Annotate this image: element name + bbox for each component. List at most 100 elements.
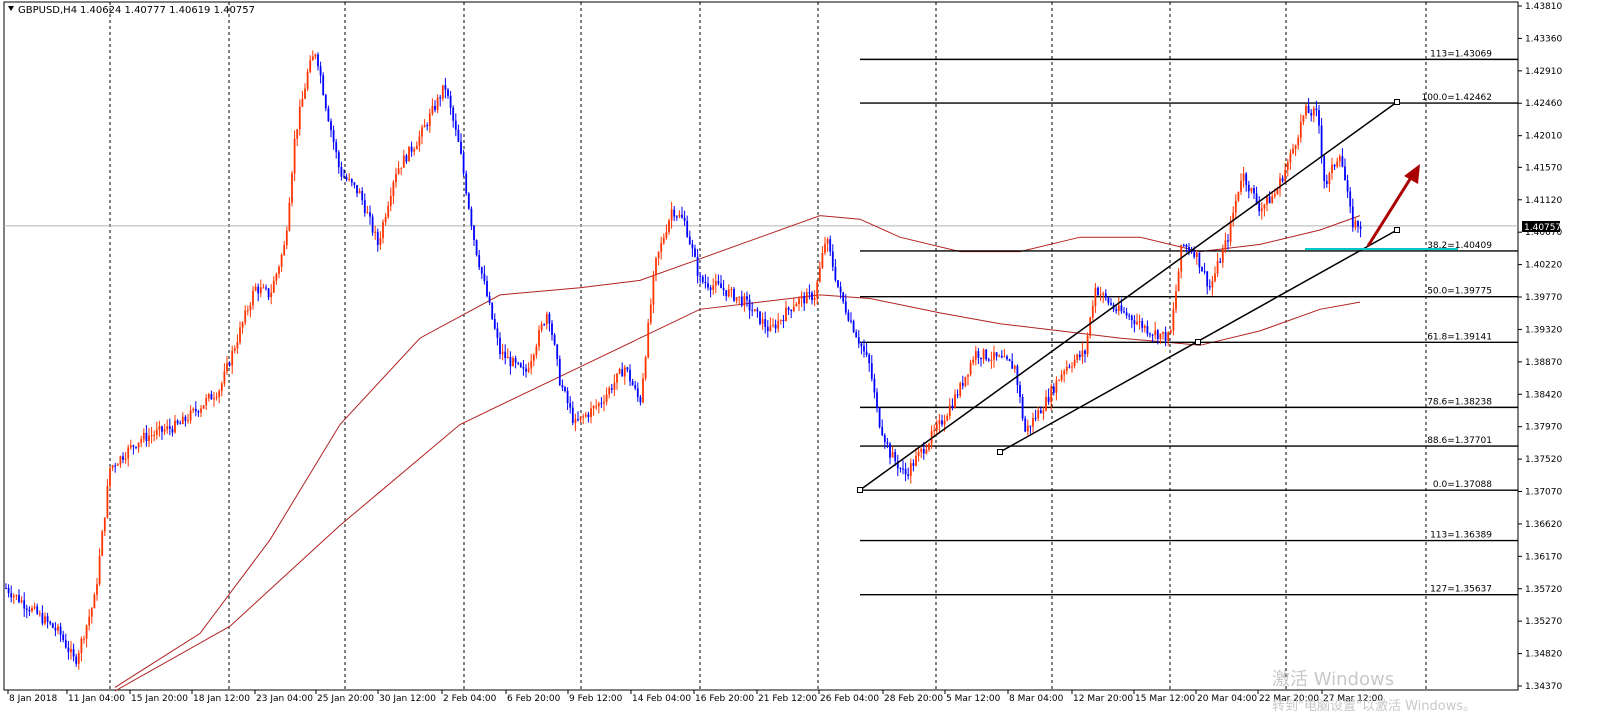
candle-body	[1146, 326, 1149, 334]
candle-body	[543, 324, 546, 326]
candle-body	[623, 367, 626, 377]
candle-body	[475, 240, 478, 255]
candle-body	[171, 428, 174, 433]
candle-body	[863, 346, 865, 352]
candle-body	[564, 387, 566, 391]
candle-body	[181, 416, 184, 424]
candle-body	[779, 320, 782, 321]
candle-body	[322, 75, 325, 95]
candle-body	[272, 280, 275, 293]
candle-body	[36, 606, 39, 614]
candle-body	[1094, 287, 1097, 306]
candle-body	[985, 349, 988, 360]
candle-body	[400, 167, 403, 169]
candle-body	[852, 321, 855, 332]
candle-body	[639, 397, 642, 403]
candle-body	[163, 429, 166, 432]
candle-body	[1263, 204, 1266, 209]
fib-level-label: 78.6=1.38238	[1427, 397, 1492, 407]
candle-body	[153, 434, 156, 436]
candle-body	[1297, 137, 1300, 146]
trendline-anchor-handle[interactable]	[1195, 339, 1201, 345]
candle-body	[314, 54, 317, 57]
candle-body	[140, 439, 143, 443]
candle-body	[582, 416, 585, 418]
candle-body	[1169, 330, 1172, 333]
candle-body	[1240, 180, 1242, 192]
fib-level-label: 61.8=1.39141	[1427, 332, 1492, 342]
candle-body	[834, 266, 837, 281]
candle-body	[740, 296, 743, 306]
fib-level-label: 100.0=1.42462	[1421, 93, 1492, 103]
trendline-anchor-handle[interactable]	[997, 449, 1003, 455]
candle-body	[257, 286, 260, 294]
plot-frame	[3, 1, 1519, 691]
candle-body	[1102, 293, 1105, 295]
fibonacci-levels[interactable]: 113=1.43069 100.0=1.42462 38.2=1.40409 50.0…	[860, 49, 1518, 596]
candle-body	[876, 392, 878, 408]
candle-body	[387, 205, 390, 217]
candle-body	[928, 443, 930, 450]
candle-body	[946, 416, 949, 421]
candle-body	[98, 555, 101, 585]
candle-body	[249, 305, 252, 311]
candle-body	[1058, 379, 1060, 381]
candle-body	[301, 98, 304, 107]
candle-body	[168, 426, 171, 429]
candle-body	[1068, 366, 1071, 368]
candle-body	[673, 209, 676, 217]
candle-body	[408, 146, 410, 162]
candle-body	[348, 179, 351, 181]
candle-body	[800, 296, 803, 299]
dropdown-triangle-icon[interactable]	[8, 6, 14, 11]
candle-body	[1099, 294, 1102, 296]
candle-body	[1195, 252, 1198, 257]
candle-body	[376, 231, 379, 245]
trendlines[interactable]	[857, 99, 1459, 493]
candle-body	[415, 145, 418, 150]
current-price-label: 1.40757	[1524, 223, 1561, 233]
candle-body	[587, 414, 590, 418]
candle-body	[59, 626, 62, 635]
candle-body	[621, 369, 624, 377]
grid-layer	[3, 1, 1519, 691]
candle-body	[868, 354, 871, 364]
candle-body	[187, 420, 189, 422]
trendline-anchor-handle[interactable]	[1394, 99, 1400, 105]
candle-body	[20, 600, 23, 602]
candle-body	[109, 467, 111, 487]
candle-body	[1221, 249, 1224, 263]
y-tick-label: 1.35720	[1525, 585, 1562, 595]
candle-body	[1149, 333, 1151, 335]
candle-body	[1078, 354, 1081, 357]
candle-body	[681, 214, 683, 218]
candle-body	[1245, 173, 1248, 185]
candle-body	[558, 359, 561, 385]
candle-body	[413, 149, 416, 152]
candle-body	[943, 420, 946, 425]
candle-body	[1024, 418, 1027, 432]
candle-body	[930, 431, 933, 444]
candle-body	[1019, 385, 1021, 397]
candle-body	[626, 367, 629, 370]
candle-body	[818, 267, 821, 282]
trendline-anchor-handle[interactable]	[857, 487, 863, 493]
y-tick-label: 1.34820	[1525, 650, 1562, 660]
candle-body	[1292, 148, 1294, 154]
candle-body	[764, 319, 767, 327]
candle-body	[1224, 240, 1227, 250]
candle-body	[304, 88, 306, 99]
candle-body	[57, 626, 59, 631]
candle-body	[808, 292, 811, 294]
candle-body	[93, 594, 96, 609]
candle-body	[746, 296, 748, 300]
candle-body	[977, 351, 980, 358]
candle-body	[1253, 188, 1255, 194]
candle-body	[530, 360, 533, 369]
candle-body	[1357, 220, 1359, 227]
upper-trendline[interactable]	[859, 101, 1398, 491]
candle-body	[865, 351, 868, 355]
trendline-anchor-handle[interactable]	[1394, 227, 1400, 233]
